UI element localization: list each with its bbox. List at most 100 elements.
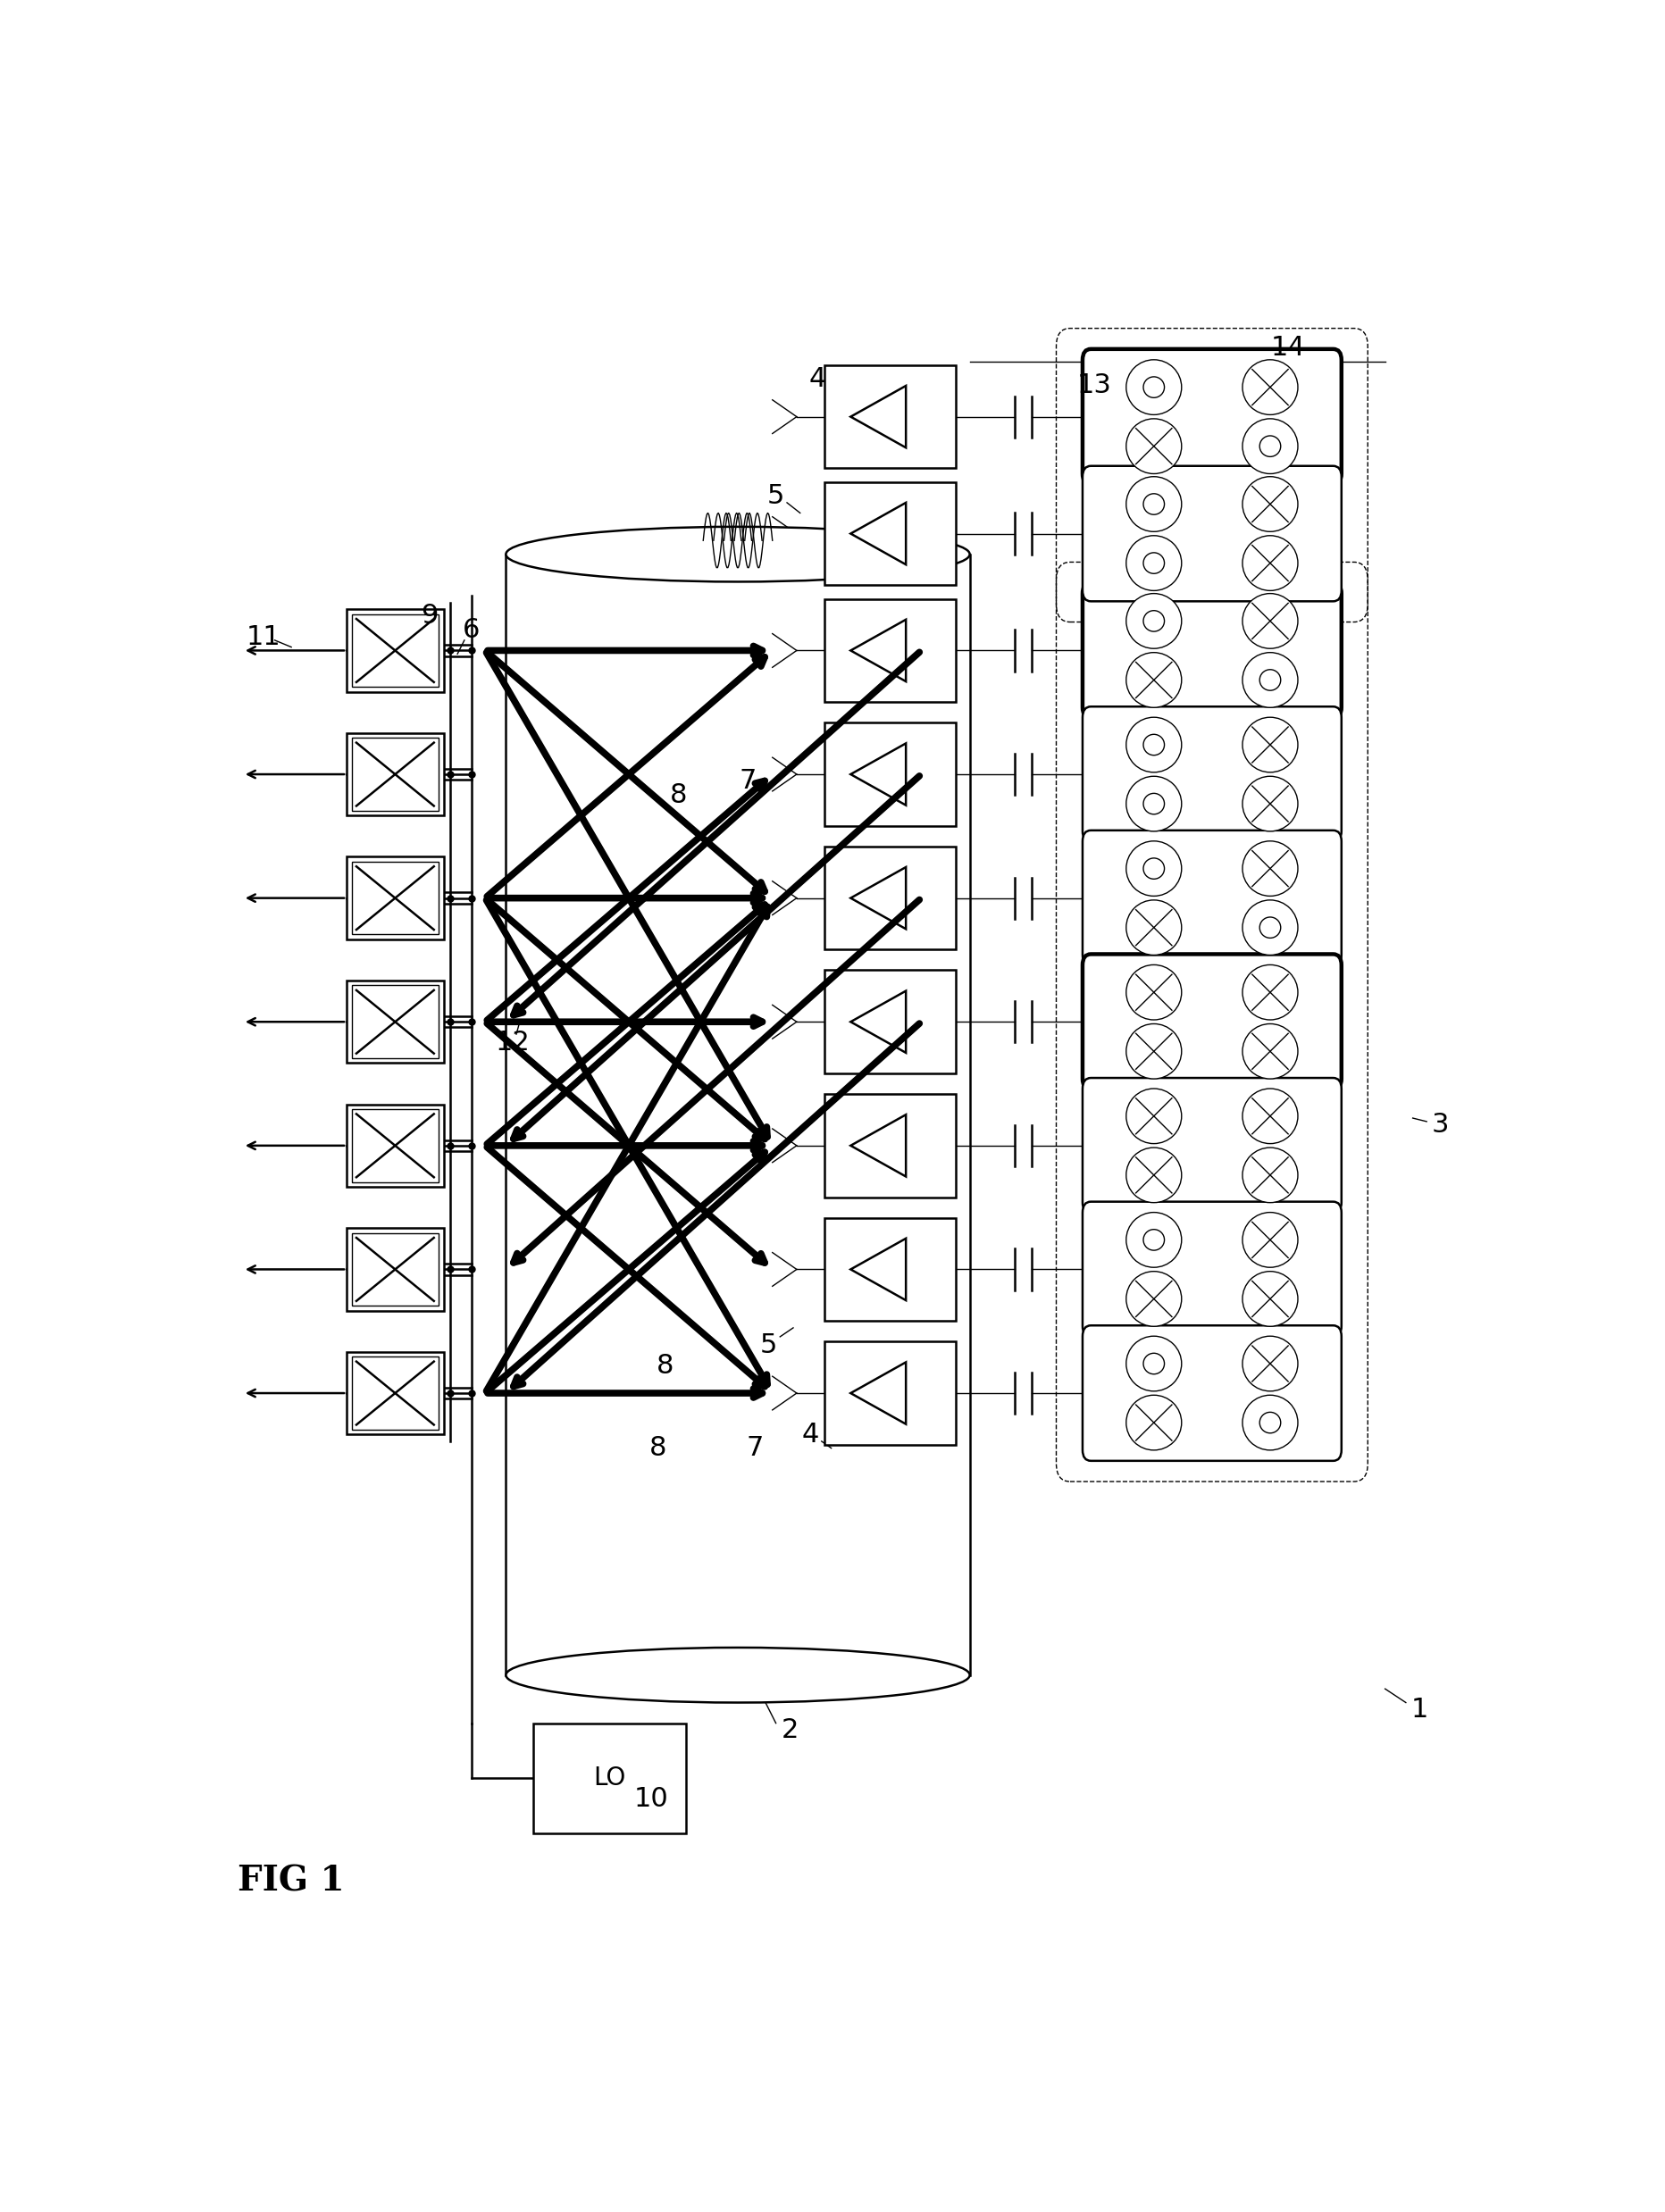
Ellipse shape <box>1126 717 1180 772</box>
Ellipse shape <box>1142 858 1164 878</box>
Ellipse shape <box>1242 841 1297 896</box>
Bar <box>346 856 443 940</box>
Ellipse shape <box>1242 776 1297 832</box>
Text: 1: 1 <box>1410 1697 1427 1723</box>
Ellipse shape <box>1126 841 1180 896</box>
Ellipse shape <box>1259 1411 1280 1433</box>
Ellipse shape <box>1126 1212 1180 1267</box>
Ellipse shape <box>1126 1024 1180 1079</box>
Bar <box>351 1232 438 1305</box>
Bar <box>351 863 438 933</box>
Ellipse shape <box>1126 476 1180 531</box>
Ellipse shape <box>1126 900 1180 956</box>
Bar <box>346 1228 443 1312</box>
Bar <box>824 723 956 825</box>
Bar <box>824 1219 956 1321</box>
FancyBboxPatch shape <box>1082 349 1340 484</box>
Ellipse shape <box>1142 1230 1164 1250</box>
Text: 8: 8 <box>669 783 688 807</box>
Bar <box>346 980 443 1064</box>
Ellipse shape <box>1142 1354 1164 1374</box>
Bar <box>346 1352 443 1433</box>
FancyBboxPatch shape <box>1082 467 1340 602</box>
Bar <box>824 1340 956 1444</box>
Text: FIG 1: FIG 1 <box>238 1865 345 1898</box>
Bar <box>824 971 956 1073</box>
FancyBboxPatch shape <box>1082 1201 1340 1336</box>
Text: 7: 7 <box>739 768 756 794</box>
Text: 3: 3 <box>1430 1113 1449 1137</box>
Ellipse shape <box>1142 611 1164 630</box>
Bar <box>533 1723 686 1834</box>
FancyBboxPatch shape <box>1082 953 1340 1091</box>
Ellipse shape <box>1242 1212 1297 1267</box>
Text: 12: 12 <box>495 1029 529 1055</box>
Ellipse shape <box>1242 900 1297 956</box>
Text: 8: 8 <box>649 1436 666 1462</box>
FancyBboxPatch shape <box>1082 582 1340 719</box>
Ellipse shape <box>1126 1396 1180 1451</box>
Ellipse shape <box>1142 553 1164 573</box>
Text: 10: 10 <box>634 1785 668 1812</box>
Bar <box>824 1095 956 1197</box>
Text: 5: 5 <box>759 1332 778 1358</box>
Ellipse shape <box>1142 376 1164 398</box>
Bar <box>351 739 438 812</box>
Ellipse shape <box>1242 418 1297 473</box>
Ellipse shape <box>1242 1088 1297 1144</box>
Ellipse shape <box>1126 361 1180 414</box>
Ellipse shape <box>1242 653 1297 708</box>
Text: 11: 11 <box>246 624 281 650</box>
Ellipse shape <box>1142 734 1164 754</box>
Bar <box>351 1108 438 1181</box>
Ellipse shape <box>1242 535 1297 591</box>
Ellipse shape <box>1126 535 1180 591</box>
Ellipse shape <box>1126 1088 1180 1144</box>
Bar <box>824 482 956 586</box>
Text: 9: 9 <box>421 604 438 628</box>
Bar <box>351 1356 438 1429</box>
Bar <box>824 847 956 949</box>
Ellipse shape <box>506 526 969 582</box>
Ellipse shape <box>1242 361 1297 414</box>
Ellipse shape <box>1126 1336 1180 1391</box>
Ellipse shape <box>1126 964 1180 1020</box>
Text: 7: 7 <box>746 1436 763 1462</box>
Ellipse shape <box>1259 918 1280 938</box>
Ellipse shape <box>1126 418 1180 473</box>
Text: LO: LO <box>593 1765 626 1792</box>
Ellipse shape <box>1242 964 1297 1020</box>
Bar <box>351 984 438 1057</box>
Text: 6: 6 <box>463 617 480 644</box>
Text: 14: 14 <box>1270 334 1305 361</box>
Text: 2: 2 <box>781 1717 798 1743</box>
Ellipse shape <box>1242 593 1297 648</box>
Ellipse shape <box>1242 1272 1297 1327</box>
Ellipse shape <box>506 1648 969 1703</box>
Ellipse shape <box>1142 493 1164 515</box>
Ellipse shape <box>1259 670 1280 690</box>
Bar <box>346 608 443 692</box>
Bar <box>346 732 443 816</box>
Ellipse shape <box>1259 436 1280 456</box>
Text: 4: 4 <box>808 365 826 392</box>
Ellipse shape <box>1126 593 1180 648</box>
Ellipse shape <box>1126 1272 1180 1327</box>
Text: 8: 8 <box>656 1354 673 1378</box>
Text: 13: 13 <box>1076 374 1111 398</box>
Text: 5: 5 <box>768 482 784 509</box>
Bar <box>346 1104 443 1188</box>
FancyBboxPatch shape <box>1082 830 1340 967</box>
Ellipse shape <box>1242 1396 1297 1451</box>
FancyBboxPatch shape <box>1082 706 1340 843</box>
Ellipse shape <box>1126 776 1180 832</box>
Ellipse shape <box>1242 1336 1297 1391</box>
Ellipse shape <box>1242 1148 1297 1203</box>
Ellipse shape <box>1242 476 1297 531</box>
Ellipse shape <box>1126 653 1180 708</box>
Ellipse shape <box>1242 717 1297 772</box>
FancyBboxPatch shape <box>1082 1325 1340 1460</box>
Bar <box>824 599 956 701</box>
Text: 4: 4 <box>801 1422 819 1447</box>
Bar <box>351 615 438 688</box>
